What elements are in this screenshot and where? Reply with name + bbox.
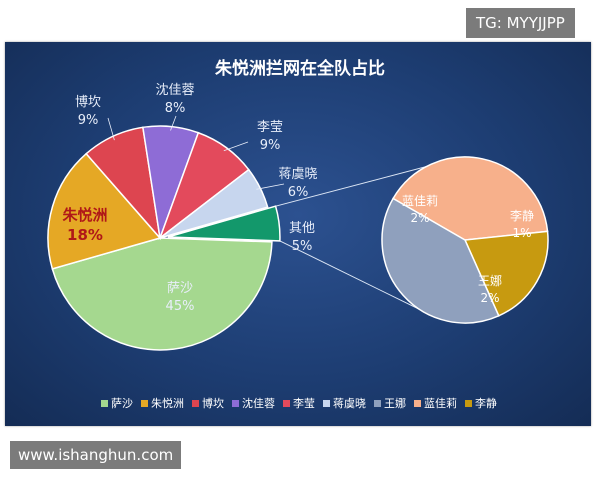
main-slice-name-4: 李莹: [257, 120, 283, 135]
legend-item-4: 李莹: [293, 396, 315, 410]
main-slice-name-3: 沈佳蓉: [155, 83, 194, 98]
sub-pie-slice-2: [381, 197, 500, 324]
sub-pie-slice-1: [463, 230, 549, 317]
leader-line-1: [170, 115, 177, 131]
main-pie-slice-1: [47, 152, 162, 270]
chart-title: 朱悦洲拦网在全队占比: [215, 58, 385, 79]
legend-swatch-3: [232, 400, 239, 407]
sub-slice-name-0: 蓝佳莉: [402, 194, 438, 208]
legend-swatch-1: [141, 400, 148, 407]
legend-swatch-0: [101, 400, 108, 407]
legend-item-0: 萨沙: [111, 397, 133, 410]
sub-slice-value-0: 2%: [410, 211, 429, 225]
legend-item-1: 朱悦洲: [151, 396, 184, 410]
legend-item-8: 李静: [475, 396, 497, 410]
main-pie-slice-0: [51, 237, 273, 351]
main-slice-value-1: 18%: [67, 226, 103, 244]
main-pie: [47, 125, 281, 351]
main-pie-labels: 萨沙 45% 朱悦洲 18% 博坎 9% 沈佳蓉 8% 李莹 9% 蒋虞晓 6% 其他 5%: [62, 83, 317, 314]
sub-slice-value-2: 2%: [480, 291, 499, 305]
main-pie-slice-5: [159, 168, 269, 239]
main-slice-name-2: 博坎: [75, 95, 101, 110]
watermark-badge-top: TG: MYYJJPP: [466, 8, 575, 38]
main-slice-value-0: 45%: [166, 299, 195, 314]
legend-swatch-2: [192, 400, 199, 407]
legend: 萨沙 朱悦洲 博坎 沈佳蓉 李莹 蒋虞晓 王娜 蓝佳莉 李静: [101, 396, 497, 410]
legend-item-7: 蓝佳莉: [424, 396, 457, 410]
main-slice-value-5: 6%: [288, 185, 309, 200]
connector-line-bottom: [279, 240, 436, 318]
sub-slice-value-1: 1%: [512, 226, 531, 240]
sub-slice-name-2: 王娜: [478, 274, 502, 288]
legend-swatch-7: [414, 400, 421, 407]
legend-swatch-5: [323, 400, 330, 407]
legend-item-6: 王娜: [384, 396, 406, 410]
main-slice-name-1: 朱悦洲: [62, 206, 107, 224]
leader-line-3: [256, 183, 285, 190]
main-slice-name-6: 其他: [289, 221, 315, 236]
legend-swatch-8: [465, 400, 472, 407]
legend-item-3: 沈佳蓉: [242, 396, 275, 410]
legend-item-5: 蒋虞晓: [333, 396, 366, 410]
main-slice-value-2: 9%: [78, 113, 99, 128]
main-slice-name-0: 萨沙: [167, 281, 193, 296]
sub-pie-slice-0: [392, 156, 549, 241]
legend-swatch-6: [374, 400, 381, 407]
main-slice-value-6: 5%: [292, 239, 313, 254]
leader-line-0: [107, 117, 115, 141]
watermark-badge-bottom: www.ishanghun.com: [10, 441, 182, 469]
main-slice-value-3: 8%: [165, 101, 186, 116]
main-pie-slice-6: [167, 205, 281, 242]
legend-swatch-4: [283, 400, 290, 407]
sub-pie-labels: 蓝佳莉 2% 李静 1% 王娜 2%: [402, 194, 534, 305]
sub-slice-name-1: 李静: [510, 208, 534, 223]
main-slice-name-5: 蒋虞晓: [278, 167, 317, 182]
sub-pie: [381, 156, 549, 324]
main-slice-value-4: 9%: [260, 138, 281, 153]
leader-line-2: [223, 141, 249, 152]
legend-item-2: 博坎: [202, 397, 224, 410]
